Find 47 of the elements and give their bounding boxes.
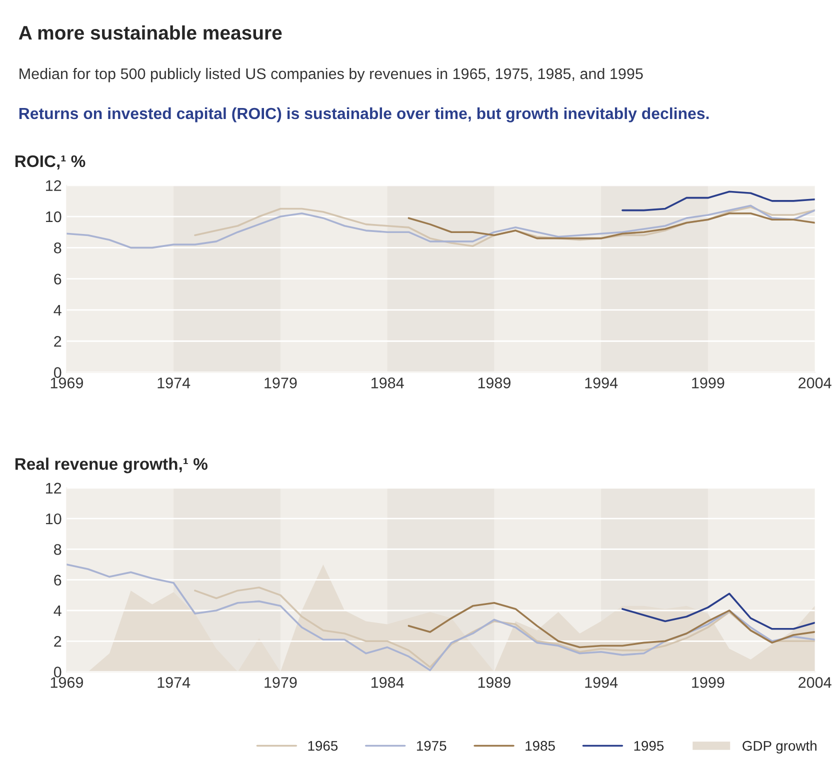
x-tick-label: 1999	[692, 378, 724, 388]
y-tick-label: 8	[54, 544, 62, 555]
chart-title: A more sustainable measure	[18, 25, 282, 40]
x-tick-label: 1979	[264, 677, 297, 688]
y-tick-label: 6	[54, 574, 62, 586]
x-tick-label: 1979	[264, 378, 297, 388]
y-axis-title: Real revenue growth,¹ %	[15, 458, 208, 474]
line-series	[66, 204, 815, 249]
y-tick-label: 12	[46, 180, 62, 191]
line-series	[408, 212, 815, 240]
y-tick-label: 0	[54, 367, 62, 378]
legend-label: 1985	[526, 740, 555, 751]
x-tick-label: 2004	[798, 378, 832, 388]
y-tick-label: 2	[54, 636, 62, 647]
line-series	[622, 190, 815, 212]
x-tick-label: 1984	[372, 378, 404, 388]
y-tick-label: 4	[54, 305, 62, 316]
y-tick-label: 2	[54, 336, 62, 347]
legend-label: 1975	[416, 740, 446, 751]
line-series	[622, 592, 815, 630]
x-tick-label: 1969	[50, 677, 83, 688]
y-tick-label: 10	[46, 211, 62, 222]
x-tick-label: 1984	[372, 677, 404, 688]
x-tick-label: 1974	[158, 677, 190, 688]
y-tick-label: 12	[46, 482, 62, 494]
y-tick-label: 10	[46, 513, 62, 524]
line-series	[408, 602, 815, 648]
y-tick-label: 6	[54, 274, 62, 285]
legend-label: 1965	[308, 740, 338, 751]
text: Returns on invested capital (ROIC) is sustainable over time, but growth inevitably declines.	[19, 107, 709, 122]
x-tick-label: 1974	[158, 378, 190, 388]
y-tick-label: 4	[54, 606, 62, 616]
x-tick-label: 1999	[692, 677, 724, 688]
y-tick-label: 0	[54, 666, 62, 678]
x-tick-label: 1989	[478, 378, 510, 388]
legend-label: GDP growth	[742, 740, 816, 754]
x-tick-label: 1994	[585, 378, 618, 388]
x-tick-label: 1989	[478, 677, 510, 688]
x-tick-label: 2004	[798, 677, 832, 688]
line-series	[194, 206, 815, 248]
line-series	[194, 586, 815, 668]
x-tick-label: 1994	[585, 677, 618, 688]
x-tick-label: 1969	[50, 378, 83, 388]
y-tick-label: 8	[54, 242, 62, 254]
legend-label: 1995	[634, 740, 664, 751]
y-axis-title: ROIC,¹ %	[15, 155, 86, 170]
chart-subtitle: Median for top 500 publicly listed US companies by revenues in 1965, 1975, 1985, and 1995	[20, 68, 643, 82]
